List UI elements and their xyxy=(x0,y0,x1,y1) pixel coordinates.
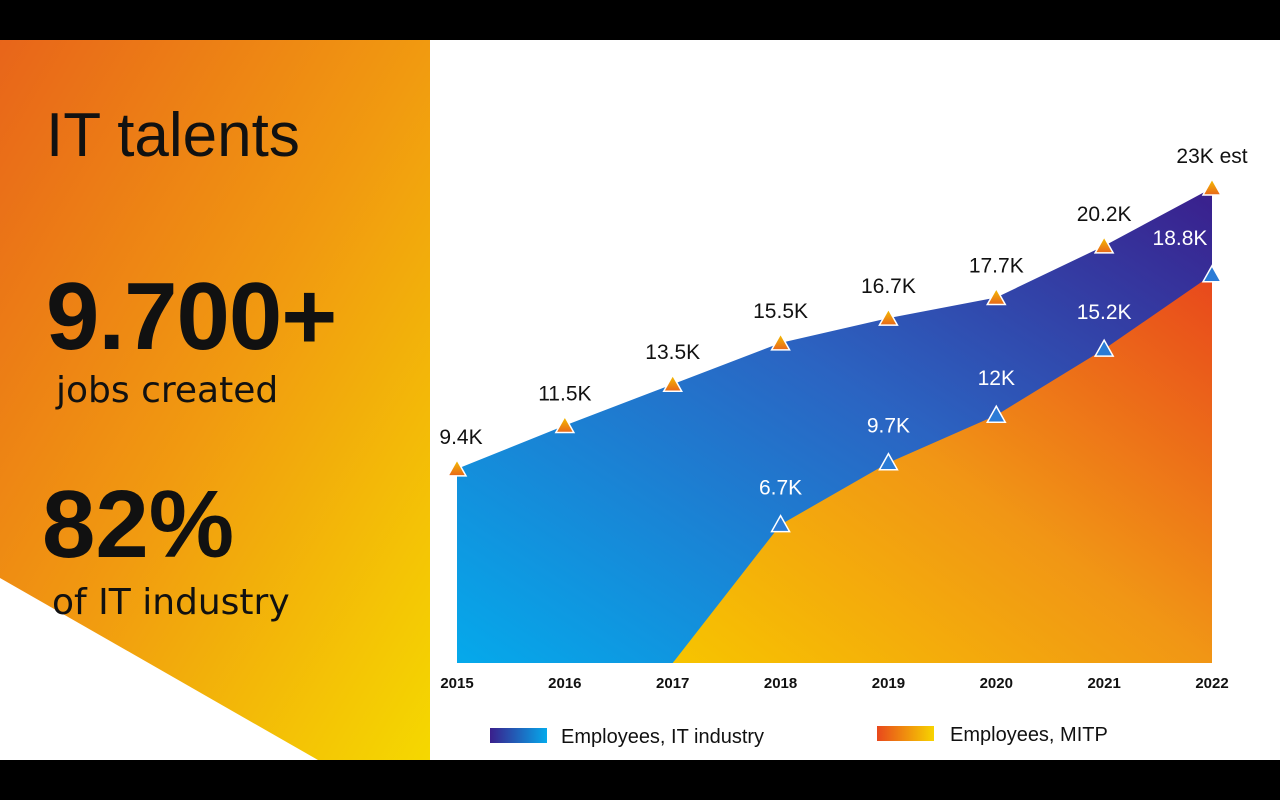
x-tick-2019: 2019 xyxy=(872,675,905,692)
legend-swatch-mitp xyxy=(877,726,934,741)
jobs-created-value: 9.700+ xyxy=(46,263,337,370)
left-panel-cutout xyxy=(0,578,318,760)
marker-mitp-2020 xyxy=(986,404,1007,423)
label-mitp-2021: 15.2K xyxy=(1077,301,1132,324)
label-mitp-2022: 18.8K xyxy=(1153,227,1208,250)
label-mitp-2018: 6.7K xyxy=(759,477,802,500)
top-letterbox xyxy=(0,0,1280,40)
x-tick-2016: 2016 xyxy=(548,675,581,692)
x-tick-2015: 2015 xyxy=(440,675,473,692)
legend-label-mitp: Employees, MITP xyxy=(950,724,1108,746)
label-mitp-2020: 12K xyxy=(978,367,1015,390)
x-tick-2017: 2017 xyxy=(656,675,689,692)
marker-it-2015 xyxy=(446,458,468,477)
jobs-created-caption: jobs created xyxy=(56,370,279,411)
legend: Employees, IT industry Employees, MITP xyxy=(490,724,1108,748)
slide-title: IT talents xyxy=(46,101,300,170)
bottom-letterbox xyxy=(0,760,1280,800)
left-panel-shape xyxy=(0,40,430,760)
legend-swatch-it xyxy=(490,728,547,743)
label-it-2018: 15.5K xyxy=(753,300,808,323)
label-it-2022: 23K est xyxy=(1176,145,1247,168)
area-mitp xyxy=(672,274,1212,663)
legend-label-it: Employees, IT industry xyxy=(561,726,764,748)
x-tick-2022: 2022 xyxy=(1195,675,1228,692)
label-it-2017: 13.5K xyxy=(645,341,700,364)
it-industry-share-value: 82% xyxy=(42,471,235,578)
label-it-2020: 17.7K xyxy=(969,254,1024,277)
label-it-2015: 9.4K xyxy=(439,426,482,449)
marker-mitp-2019 xyxy=(878,452,899,471)
label-it-2021: 20.2K xyxy=(1077,203,1132,226)
x-tick-2020: 2020 xyxy=(980,675,1013,692)
marker-it-2020 xyxy=(986,286,1007,306)
marker-mitp-2021 xyxy=(1093,338,1115,357)
plot-area: 9.4K 11.5K 13.5K 15.5K 16.7K 17.7K 20.2K 23K es… xyxy=(439,145,1247,692)
x-tick-2018: 2018 xyxy=(764,675,797,692)
label-mitp-2019: 9.7K xyxy=(867,415,910,438)
marker-it-2019 xyxy=(878,307,899,326)
marker-mitp-2022 xyxy=(1201,264,1223,283)
marker-it-2022 xyxy=(1201,177,1223,196)
marker-mitp-2018 xyxy=(770,514,791,533)
marker-it-2016 xyxy=(554,414,576,434)
label-it-2019: 16.7K xyxy=(861,275,916,298)
label-it-2016: 11.5K xyxy=(538,383,591,406)
x-tick-2021: 2021 xyxy=(1087,675,1120,692)
marker-it-2018 xyxy=(770,332,791,351)
marker-it-2017 xyxy=(662,373,683,392)
it-industry-share-caption: of IT industry xyxy=(52,582,290,623)
marker-it-2021 xyxy=(1093,235,1115,254)
